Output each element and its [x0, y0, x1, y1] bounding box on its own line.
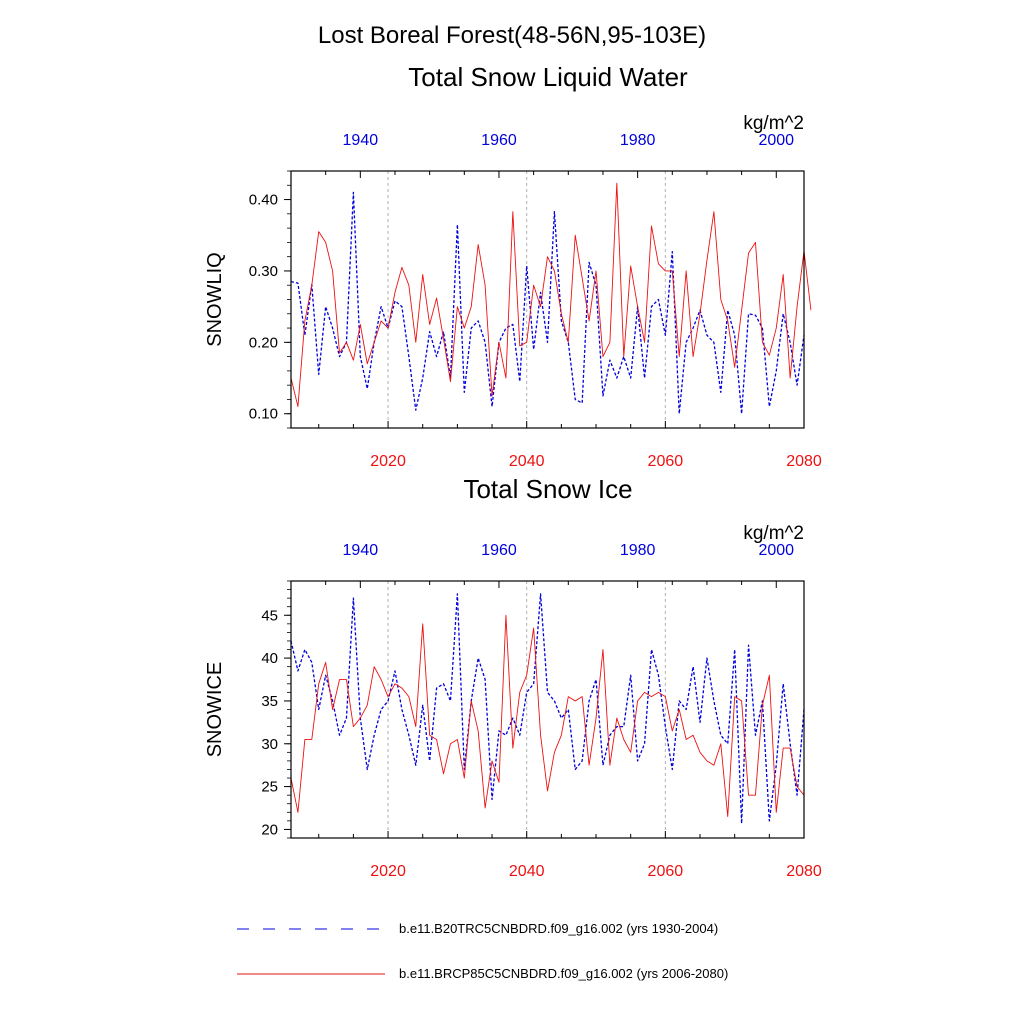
snowliq-ytick-label-1: 0.20 [249, 334, 278, 351]
snowliq-chart: Total Snow Liquid Water kg/m^2 SNOWLIQ 2020… [204, 62, 822, 470]
snowliq-ytick-label-3: 0.40 [249, 192, 278, 209]
snowliq-top-xtick-label-1980: 1980 [620, 132, 656, 149]
snowliq-top-xtick-label-1940: 1940 [343, 132, 379, 149]
snowice-ytick-label-2: 30 [261, 736, 278, 753]
snowice-ylabel: SNOWICE [204, 662, 226, 758]
snowice-ytick-label-5: 45 [261, 607, 278, 624]
snowice-top-xtick-label-2000: 2000 [758, 542, 794, 559]
snowice-bottom-xtick-label-2080: 2080 [786, 863, 822, 880]
snowliq-series-hist-line [290, 191, 805, 415]
snowliq-ytick-label-2: 0.30 [249, 263, 278, 280]
snowliq-units-label: kg/m^2 [743, 113, 804, 134]
snowliq-title: Total Snow Liquid Water [408, 62, 688, 92]
snowliq-bottom-xtick-label-2060: 2060 [648, 453, 684, 470]
snowice-top-xtick-label-1940: 1940 [343, 542, 379, 559]
snowice-series-hist-line [290, 593, 805, 825]
snowliq-bottom-xtick-label-2020: 2020 [370, 453, 406, 470]
snowice-top-xtick-label-1980: 1980 [620, 542, 656, 559]
snowice-series-rcp-line [290, 614, 805, 818]
main-title: Lost Boreal Forest(48-56N,95-103E) [318, 22, 706, 49]
snowice-title: Total Snow Ice [463, 474, 632, 504]
snowliq-top-xtick-label-2000: 2000 [758, 132, 794, 149]
snowice-bottom-xtick-label-2060: 2060 [648, 863, 684, 880]
snowice-ytick-label-1: 25 [261, 779, 278, 796]
snowice-top-xtick-label-1960: 1960 [481, 542, 517, 559]
snowliq-ytick-label-0: 0.10 [249, 406, 278, 423]
snowice-bottom-xtick-label-2040: 2040 [509, 863, 545, 880]
snowliq-bottom-xtick-label-2080: 2080 [786, 453, 822, 470]
snowliq-ylabel: SNOWLIQ [204, 252, 226, 346]
legend: b.e11.B20TRC5CNBDRD.f09_g16.002 (yrs 193… [237, 921, 728, 981]
legend-rcp-label: b.e11.BRCP85C5CNBDRD.f09_g16.002 (yrs 20… [399, 966, 728, 981]
snowice-ytick-label-0: 20 [261, 821, 278, 838]
legend-hist-label: b.e11.B20TRC5CNBDRD.f09_g16.002 (yrs 193… [399, 921, 718, 936]
snowice-bottom-xtick-label-2020: 2020 [370, 863, 406, 880]
snowice-units-label: kg/m^2 [743, 523, 804, 544]
snowice-ytick-label-3: 35 [261, 693, 278, 710]
snowice-ytick-label-4: 40 [261, 650, 278, 667]
snowliq-bottom-xtick-label-2040: 2040 [509, 453, 545, 470]
snowliq-series-rcp-line [290, 182, 812, 408]
snowliq-top-xtick-label-1960: 1960 [481, 132, 517, 149]
